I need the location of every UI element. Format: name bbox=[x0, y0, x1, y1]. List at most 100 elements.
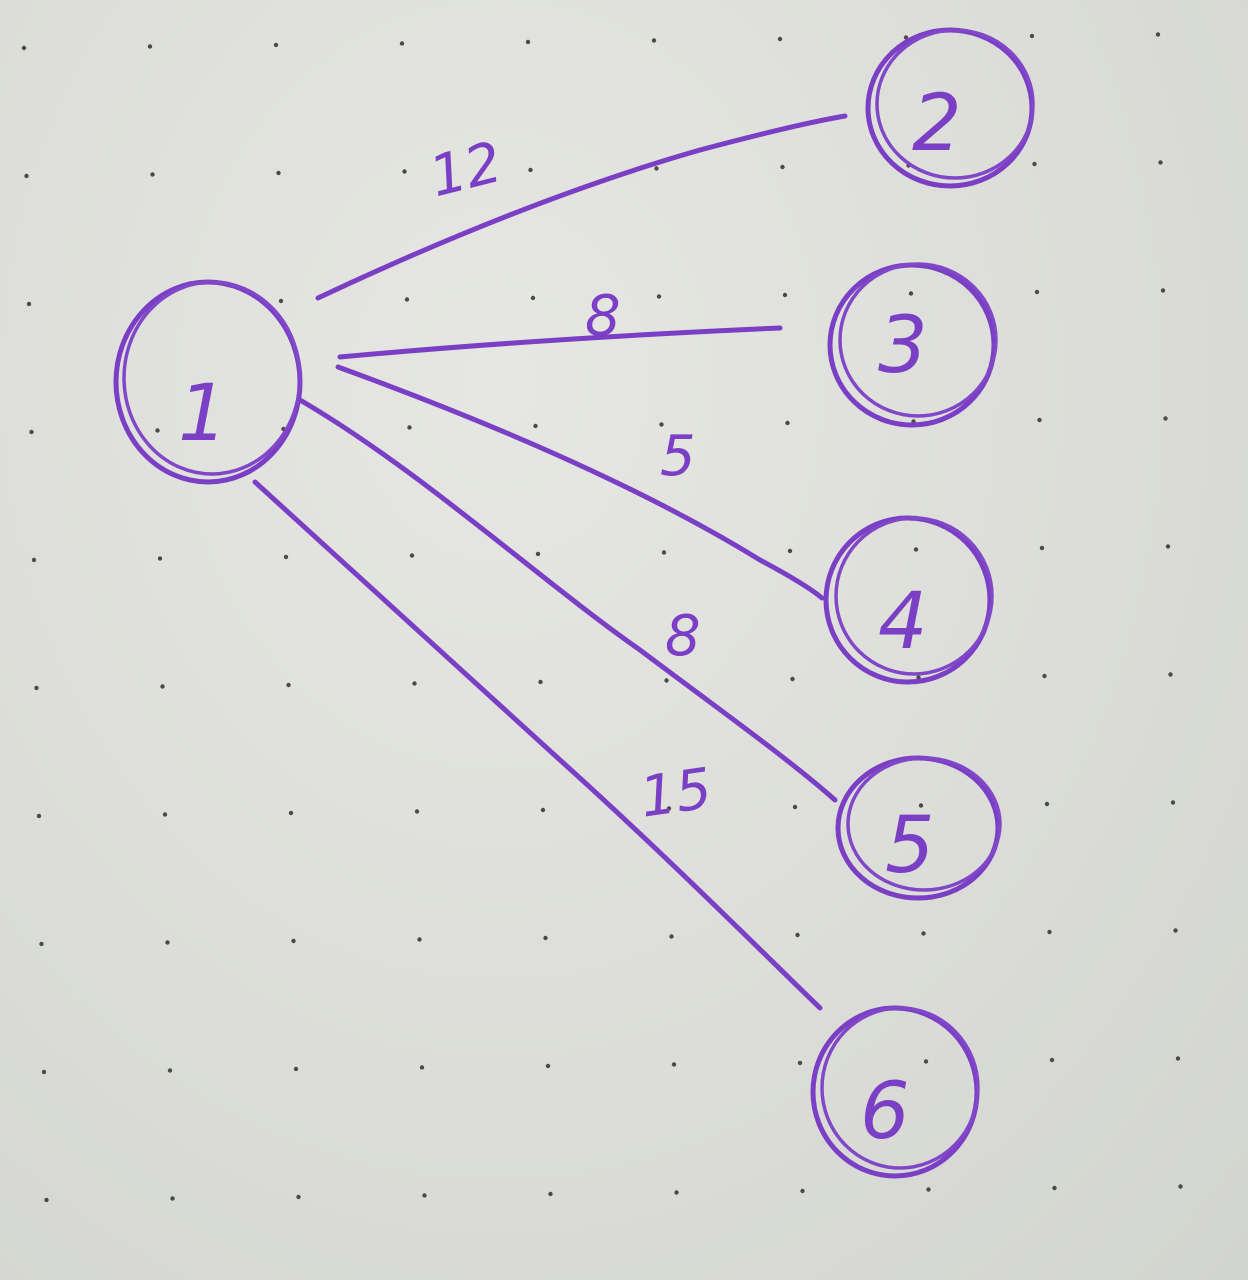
grid-dot bbox=[21, 45, 27, 51]
grid-dot bbox=[792, 804, 798, 810]
node-3-label: 3 bbox=[878, 301, 928, 391]
dot-grid bbox=[21, 32, 1183, 1203]
grid-dot bbox=[787, 548, 793, 554]
grid-dot bbox=[669, 934, 674, 939]
grid-dot bbox=[1175, 1056, 1181, 1061]
grid-dot bbox=[654, 166, 659, 171]
edge-1-4 bbox=[335, 364, 825, 601]
grid-dot bbox=[918, 803, 924, 808]
grid-dot bbox=[288, 810, 294, 816]
grid-dot bbox=[1044, 801, 1050, 807]
node-1-circle-overstroke bbox=[122, 280, 302, 476]
grid-dot bbox=[923, 1059, 929, 1064]
node-6-circle-overstroke bbox=[820, 1006, 980, 1170]
grid-dot bbox=[34, 685, 39, 691]
grid-dot bbox=[795, 932, 800, 938]
edge-weight-1-2: 12 bbox=[423, 130, 508, 210]
grid-dot bbox=[921, 931, 926, 936]
node-6: 6 bbox=[810, 1005, 980, 1179]
grid-dot bbox=[157, 556, 163, 561]
grid-dot bbox=[533, 423, 538, 429]
grid-dot bbox=[167, 1068, 173, 1073]
grid-dot bbox=[1032, 161, 1037, 167]
grid-dot bbox=[1039, 545, 1045, 551]
edge-1-2 bbox=[315, 113, 848, 301]
grid-dot bbox=[1042, 673, 1047, 679]
node-6-label: 6 bbox=[860, 1067, 910, 1157]
grid-dot bbox=[1173, 928, 1178, 933]
grid-dot bbox=[273, 42, 279, 48]
grid-dot bbox=[286, 682, 291, 688]
grid-dot bbox=[24, 173, 29, 179]
grid-dot bbox=[296, 1194, 301, 1200]
grid-dot bbox=[535, 551, 541, 557]
grid-dot bbox=[528, 167, 533, 173]
grid-dot bbox=[1158, 160, 1163, 165]
grid-dot bbox=[1047, 929, 1052, 935]
grid-dot bbox=[782, 292, 788, 298]
node-4-label: 4 bbox=[878, 577, 928, 667]
node-2-circle-overstroke bbox=[875, 28, 1035, 180]
grid-dot bbox=[790, 676, 795, 682]
grid-dot bbox=[661, 550, 667, 555]
grid-dot bbox=[530, 295, 536, 301]
node-2-label: 2 bbox=[912, 79, 962, 169]
grid-dot bbox=[160, 684, 165, 689]
grid-dot bbox=[545, 1063, 551, 1069]
grid-dot bbox=[422, 1193, 427, 1198]
grid-dot bbox=[780, 164, 785, 170]
edge-1-3 bbox=[337, 325, 783, 360]
grid-dot bbox=[656, 294, 662, 299]
nodes: 1 2 3 4 5 bbox=[113, 27, 1035, 1179]
edge-weight-1-3: 8 bbox=[585, 284, 621, 349]
grid-dot bbox=[903, 35, 909, 40]
node-5: 5 bbox=[835, 755, 1002, 901]
grid-dot bbox=[147, 44, 153, 49]
grid-dot bbox=[916, 675, 921, 680]
grid-dot bbox=[150, 172, 155, 177]
grid-dot bbox=[548, 1191, 553, 1197]
grid-dot bbox=[29, 429, 34, 435]
grid-dot bbox=[1052, 1185, 1057, 1191]
grid-dot bbox=[276, 170, 281, 176]
grid-dot bbox=[155, 428, 160, 433]
node-4: 4 bbox=[823, 515, 994, 685]
grid-dot bbox=[651, 38, 657, 43]
grid-dot bbox=[44, 1197, 49, 1203]
grid-dot bbox=[674, 1190, 679, 1195]
edge-weight-1-5: 8 bbox=[665, 604, 701, 669]
edges bbox=[252, 113, 848, 1011]
grid-dot bbox=[31, 557, 37, 563]
edge-1-6 bbox=[252, 479, 823, 1011]
grid-dot bbox=[291, 938, 296, 944]
grid-dot bbox=[162, 812, 168, 817]
grid-dot bbox=[278, 298, 284, 304]
grid-dot bbox=[926, 1187, 931, 1192]
grid-dot bbox=[777, 36, 783, 42]
grid-dot bbox=[1037, 417, 1042, 423]
node-1: 1 bbox=[113, 279, 303, 485]
grid-dot bbox=[785, 420, 790, 426]
node-4-circle-overstroke bbox=[834, 516, 994, 676]
grid-dot bbox=[412, 681, 417, 686]
edge-weight-1-4: 5 bbox=[660, 424, 696, 489]
grid-dot bbox=[525, 39, 531, 45]
node-2: 2 bbox=[865, 27, 1035, 189]
grid-dot bbox=[1178, 1184, 1183, 1189]
node-1-label: 1 bbox=[178, 369, 228, 459]
edge-1-5 bbox=[297, 397, 838, 803]
grid-dot bbox=[402, 169, 407, 174]
grid-dot bbox=[41, 1069, 47, 1075]
grid-dot bbox=[1165, 544, 1171, 549]
grid-dot bbox=[797, 1060, 803, 1066]
grid-dot bbox=[538, 679, 543, 685]
grid-dot bbox=[1160, 288, 1166, 293]
grid-dot bbox=[1170, 800, 1176, 805]
node-5-label: 5 bbox=[885, 801, 935, 891]
grid-dot bbox=[165, 940, 170, 945]
grid-dot bbox=[409, 553, 415, 558]
grid-dot bbox=[399, 41, 405, 46]
grid-dot bbox=[414, 809, 420, 814]
